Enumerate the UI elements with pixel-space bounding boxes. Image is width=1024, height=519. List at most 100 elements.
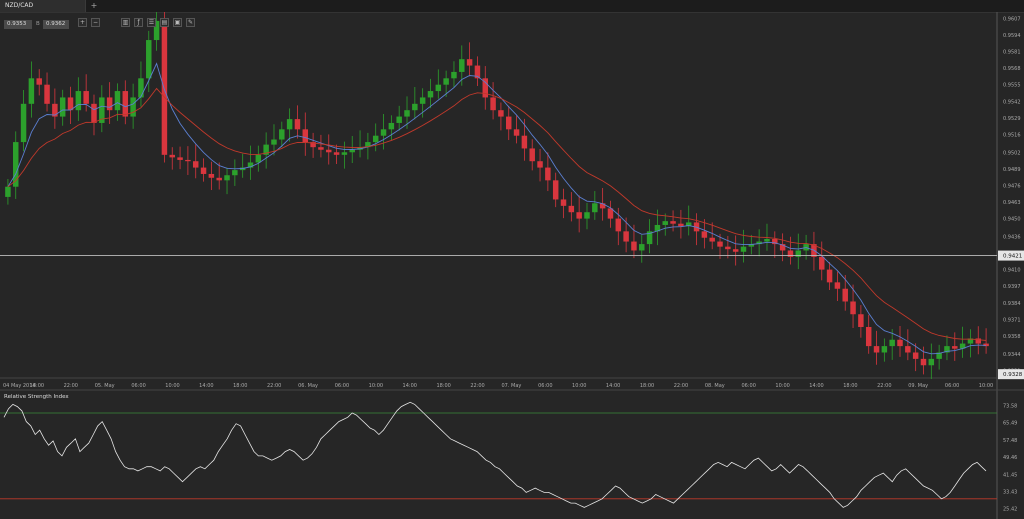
- candle-body: [169, 154, 175, 158]
- candle-body: [435, 84, 442, 92]
- x-tick-label: 18:00: [233, 383, 247, 389]
- x-tick-label: 22:00: [674, 383, 688, 389]
- candle-body: [200, 167, 207, 174]
- candle-body: [834, 282, 841, 289]
- indicators-icon[interactable]: ƒ: [134, 18, 143, 27]
- candle-body: [255, 154, 262, 163]
- candle-body: [326, 149, 332, 153]
- candle-body: [451, 71, 457, 79]
- candle-body: [905, 346, 911, 353]
- x-tick-label: 10:00: [979, 383, 993, 389]
- candle-body: [756, 241, 762, 245]
- x-tick-label: 18:00: [30, 383, 44, 389]
- ask-price: 0.9362: [43, 20, 69, 29]
- candle-body: [592, 203, 598, 213]
- candle-body: [670, 221, 676, 224]
- candle-body: [537, 161, 543, 168]
- y-tick-label: 0.9489: [1003, 167, 1021, 173]
- candle-body: [725, 246, 731, 250]
- screenshot-icon[interactable]: ▣: [173, 18, 182, 27]
- candle-body: [224, 175, 230, 181]
- x-tick-label: 22:00: [64, 383, 78, 389]
- zoom-in-icon[interactable]: +: [78, 18, 87, 27]
- candle-body: [865, 326, 872, 347]
- candle-body: [474, 65, 481, 79]
- candle-body: [873, 346, 880, 353]
- candle-body: [983, 343, 989, 347]
- drawing-list-icon[interactable]: ☰: [147, 18, 156, 27]
- y-tick-label: 0.9371: [1003, 317, 1021, 323]
- candle-body: [521, 135, 528, 149]
- quote-separator: B: [36, 21, 40, 27]
- candle-body: [795, 250, 802, 257]
- candle-body: [646, 231, 653, 245]
- candle-body: [192, 161, 199, 168]
- candle-body: [764, 238, 770, 242]
- x-tick-label: 18:00: [436, 383, 450, 389]
- x-tick-label: 22:00: [267, 383, 281, 389]
- rsi-y-tick-label: 73.58: [1003, 403, 1017, 409]
- tab-nzdcad[interactable]: NZD/CAD: [0, 0, 86, 12]
- candle-body: [302, 129, 309, 143]
- x-tick-label: 14:00: [809, 383, 823, 389]
- rsi-y-tick-label: 65.49: [1003, 421, 1017, 427]
- candle-body: [247, 162, 254, 168]
- candle-body: [779, 244, 786, 251]
- bid-price: 0.9353: [4, 20, 32, 29]
- zoom-out-icon[interactable]: −: [91, 18, 100, 27]
- candle-body: [122, 91, 129, 117]
- candle-body: [740, 246, 747, 252]
- candle-body: [114, 91, 121, 111]
- candle-body: [232, 170, 238, 176]
- candle-body: [372, 135, 379, 143]
- y-tick-label: 0.9410: [1003, 268, 1021, 274]
- candle-body: [28, 78, 35, 104]
- x-tick-label: 06:00: [538, 383, 552, 389]
- x-tick-label: 14:00: [606, 383, 620, 389]
- candle-body: [216, 177, 222, 181]
- candle-body: [959, 343, 966, 349]
- candle-body: [842, 288, 848, 302]
- candle-body: [263, 144, 269, 155]
- y-tick-label: 0.9516: [1003, 132, 1021, 138]
- x-tick-label: 22:00: [470, 383, 484, 389]
- candle-body: [748, 244, 755, 247]
- candle-body: [709, 237, 715, 242]
- candle-body: [498, 110, 504, 117]
- y-tick-label: 0.9529: [1003, 116, 1021, 122]
- candle-body: [654, 224, 661, 232]
- candle-body: [130, 97, 136, 117]
- candle-body: [787, 250, 794, 257]
- candle-body: [36, 78, 42, 85]
- candle-body: [599, 203, 606, 209]
- x-tick-label: 14:00: [199, 383, 213, 389]
- candle-body: [967, 338, 974, 344]
- candle-body: [584, 212, 590, 219]
- candle-body: [59, 97, 66, 117]
- candle-body: [819, 256, 825, 270]
- y-tick-label: 0.9594: [1003, 33, 1021, 39]
- x-tick-label: 06:00: [945, 383, 959, 389]
- x-tick-label: 18:00: [640, 383, 654, 389]
- chart-type-icon[interactable]: ▥: [121, 18, 130, 27]
- y-tick-label: 0.9384: [1003, 301, 1021, 307]
- candle-body: [99, 97, 105, 123]
- candle-body: [912, 352, 919, 359]
- settings-icon[interactable]: ✎: [186, 18, 195, 27]
- chart-svg[interactable]: 0.9607 0.9594 0.9581 0.9568 0.9555 0.9542 0.95…: [0, 12, 1024, 519]
- candle-body: [678, 223, 684, 227]
- candle-body: [208, 173, 215, 178]
- y-tick-label: 0.9476: [1003, 183, 1021, 189]
- y-tick-label: 0.9502: [1003, 150, 1021, 156]
- rsi-y-tick-label: 49.46: [1003, 455, 1017, 461]
- rsi-title: Relative Strength Index: [4, 394, 69, 400]
- candle-body: [341, 152, 348, 155]
- templates-icon[interactable]: ▤: [160, 18, 169, 27]
- candle-body: [75, 91, 82, 111]
- candle-body: [83, 91, 89, 104]
- candle-body: [881, 346, 888, 353]
- add-tab-button[interactable]: +: [90, 1, 98, 10]
- last-price-badge: [998, 369, 1024, 380]
- candle-body: [944, 346, 950, 353]
- chart-frame: 0.9607 0.9594 0.9581 0.9568 0.9555 0.9542 0.95…: [0, 12, 1024, 519]
